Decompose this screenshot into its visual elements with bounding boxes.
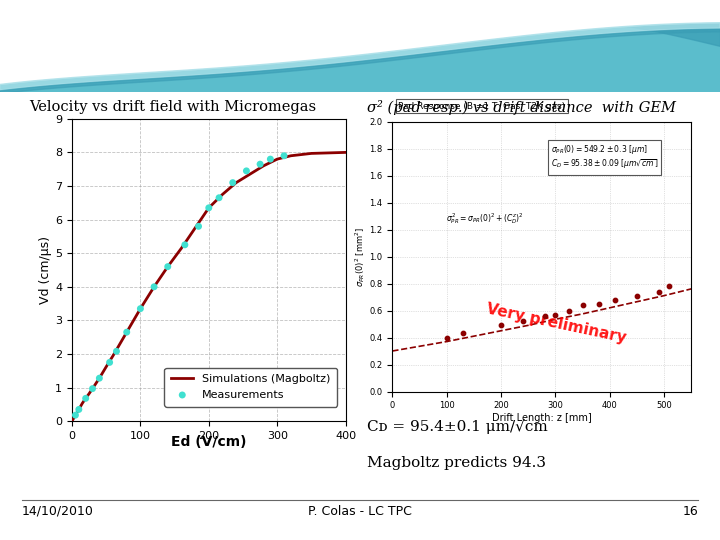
Point <box>609 295 621 304</box>
Simulations (Magboltz) <box>85 390 94 397</box>
Simulations (Magboltz) <box>246 171 254 178</box>
Measurements <box>162 262 174 271</box>
Text: Very preliminary: Very preliminary <box>485 302 628 346</box>
Measurements <box>193 222 204 231</box>
Point <box>457 329 469 338</box>
Simulations (Magboltz) <box>88 386 96 392</box>
Text: σ² (pad resp.) vs drift distance  with GEM: σ² (pad resp.) vs drift distance with GE… <box>367 100 676 115</box>
Legend: Simulations (Magboltz), Measurements: Simulations (Magboltz), Measurements <box>164 368 337 407</box>
Simulations (Magboltz) <box>232 179 240 186</box>
Point <box>563 306 575 315</box>
Simulations (Magboltz) <box>163 264 172 270</box>
Measurements <box>73 405 85 414</box>
X-axis label: Drift Length: z [mm]: Drift Length: z [mm] <box>492 413 592 423</box>
Simulations (Magboltz) <box>68 418 76 424</box>
Text: Ed (V/cm): Ed (V/cm) <box>171 435 246 449</box>
Simulations (Magboltz) <box>287 152 295 159</box>
Point <box>653 287 665 296</box>
Simulations (Magboltz) <box>150 284 158 290</box>
Text: P. Colas - LC TPC: P. Colas - LC TPC <box>308 505 412 518</box>
Y-axis label: Vd (cm/μs): Vd (cm/μs) <box>40 236 53 304</box>
Point <box>517 317 528 326</box>
Measurements <box>179 240 191 249</box>
Simulations (Magboltz) <box>191 225 199 231</box>
Text: Velocity vs drift field with Micromegas: Velocity vs drift field with Micromegas <box>29 100 316 114</box>
Measurements <box>240 166 252 175</box>
Line: Simulations (Magboltz): Simulations (Magboltz) <box>72 152 346 421</box>
Measurements <box>70 411 81 420</box>
Point <box>593 299 605 308</box>
Point <box>549 310 561 319</box>
Simulations (Magboltz) <box>78 400 86 407</box>
Point <box>664 282 675 291</box>
Simulations (Magboltz) <box>218 191 227 198</box>
Simulations (Magboltz) <box>307 150 315 157</box>
Text: 16: 16 <box>683 505 698 518</box>
Point <box>631 292 643 300</box>
Text: Pad Response (B =1 T  Gas: T2K gas): Pad Response (B =1 T Gas: T2K gas) <box>398 102 565 111</box>
Point <box>539 312 550 320</box>
Simulations (Magboltz) <box>95 375 104 381</box>
Measurements <box>135 305 146 313</box>
Text: Magboltz predicts 94.3: Magboltz predicts 94.3 <box>367 456 546 470</box>
Simulations (Magboltz) <box>75 406 84 413</box>
Measurements <box>121 328 132 336</box>
Simulations (Magboltz) <box>273 156 282 163</box>
Point <box>577 301 588 309</box>
Simulations (Magboltz) <box>109 353 117 359</box>
Measurements <box>86 384 98 393</box>
Point <box>441 333 452 342</box>
Measurements <box>203 204 215 212</box>
Simulations (Magboltz) <box>341 149 350 156</box>
Measurements <box>278 151 289 160</box>
Measurements <box>254 160 266 168</box>
Simulations (Magboltz) <box>81 395 90 402</box>
Measurements <box>265 155 276 164</box>
Measurements <box>104 358 115 367</box>
Simulations (Magboltz) <box>122 329 131 335</box>
Measurements <box>148 282 160 291</box>
Simulations (Magboltz) <box>71 412 80 418</box>
Text: 14/10/2010: 14/10/2010 <box>22 505 94 518</box>
Measurements <box>80 394 91 403</box>
Measurements <box>227 178 238 187</box>
Point <box>495 321 507 329</box>
Simulations (Magboltz) <box>102 363 111 370</box>
Measurements <box>111 347 122 356</box>
Simulations (Magboltz) <box>204 205 213 211</box>
Text: Cᴅ = 95.4±0.1 μm/√cm: Cᴅ = 95.4±0.1 μm/√cm <box>367 418 548 434</box>
Simulations (Magboltz) <box>259 163 268 169</box>
Simulations (Magboltz) <box>177 245 186 252</box>
Y-axis label: $\sigma_{PR}(0)^2\ \mathrm{[mm^2]}$: $\sigma_{PR}(0)^2\ \mathrm{[mm^2]}$ <box>353 226 366 287</box>
Text: $\sigma_{PR}^2 = \sigma_{PR}(0)^2 + (C_D^z)^2$: $\sigma_{PR}^2 = \sigma_{PR}(0)^2 + (C_D… <box>446 211 524 226</box>
Measurements <box>213 193 225 202</box>
Text: $\sigma_{PR}(0) = 549.2\pm0.3\ [\mu m]$
$C_D = 95.38\pm0.09\ [\mu m\sqrt{cm}]$: $\sigma_{PR}(0) = 549.2\pm0.3\ [\mu m]$ … <box>551 143 658 172</box>
Measurements <box>94 374 105 382</box>
Simulations (Magboltz) <box>115 341 125 347</box>
Simulations (Magboltz) <box>136 306 145 312</box>
